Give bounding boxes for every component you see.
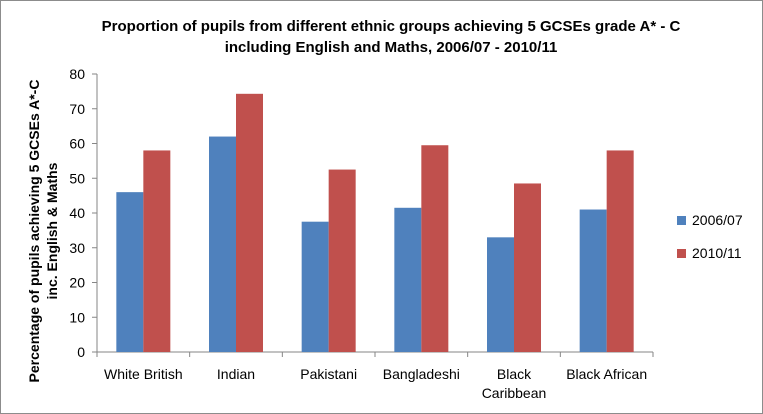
legend-item-2006: 2006/07	[677, 209, 743, 231]
y-tick-label: 50	[69, 170, 85, 186]
x-tick-label: Indian	[217, 366, 255, 382]
x-tick-label: Black African	[566, 366, 647, 382]
x-tick-label: Black	[497, 366, 532, 382]
x-tick-label: Pakistani	[300, 366, 357, 382]
legend-swatch-2006	[677, 215, 686, 225]
y-tick-label: 0	[77, 344, 85, 360]
bar-2006-07	[209, 136, 236, 352]
y-tick-label: 10	[69, 309, 85, 325]
bar-2006-07	[487, 237, 514, 352]
chart-title-line-1: Proportion of pupils from different ethn…	[101, 18, 681, 35]
y-tick-label: 20	[69, 275, 85, 291]
chart-title-line-2: including English and Maths, 2006/07 - 2…	[224, 39, 558, 56]
y-tick-label: 40	[69, 205, 85, 221]
y-tick-label: 70	[69, 101, 85, 117]
bar-2006-07	[579, 209, 607, 352]
legend-label-2010: 2010/11	[692, 245, 742, 261]
y-tick-label: 30	[69, 240, 85, 256]
legend-swatch-2010	[677, 248, 686, 258]
y-tick-label: 60	[69, 136, 85, 152]
bar-2010-11	[514, 183, 541, 352]
x-tick-label: Caribbean	[482, 385, 547, 401]
chart-title: Proportion of pupils from different ethn…	[61, 16, 721, 58]
bar-2006-07	[301, 221, 329, 352]
bar-2010-11	[143, 150, 171, 352]
x-tick-label: Bangladeshi	[383, 366, 460, 382]
bar-2006-07	[394, 207, 422, 352]
y-tick-label: 80	[69, 66, 85, 82]
legend-label-2006: 2006/07	[692, 212, 743, 228]
legend-item-2010: 2010/11	[677, 242, 743, 264]
bar-2010-11	[421, 145, 449, 352]
legend: 2006/07 2010/11	[677, 209, 743, 275]
bar-2010-11	[236, 93, 263, 353]
bar-2010-11	[606, 150, 634, 352]
bar-2010-11	[328, 169, 356, 352]
bar-2006-07	[116, 192, 144, 352]
x-tick-label: White British	[104, 366, 183, 382]
